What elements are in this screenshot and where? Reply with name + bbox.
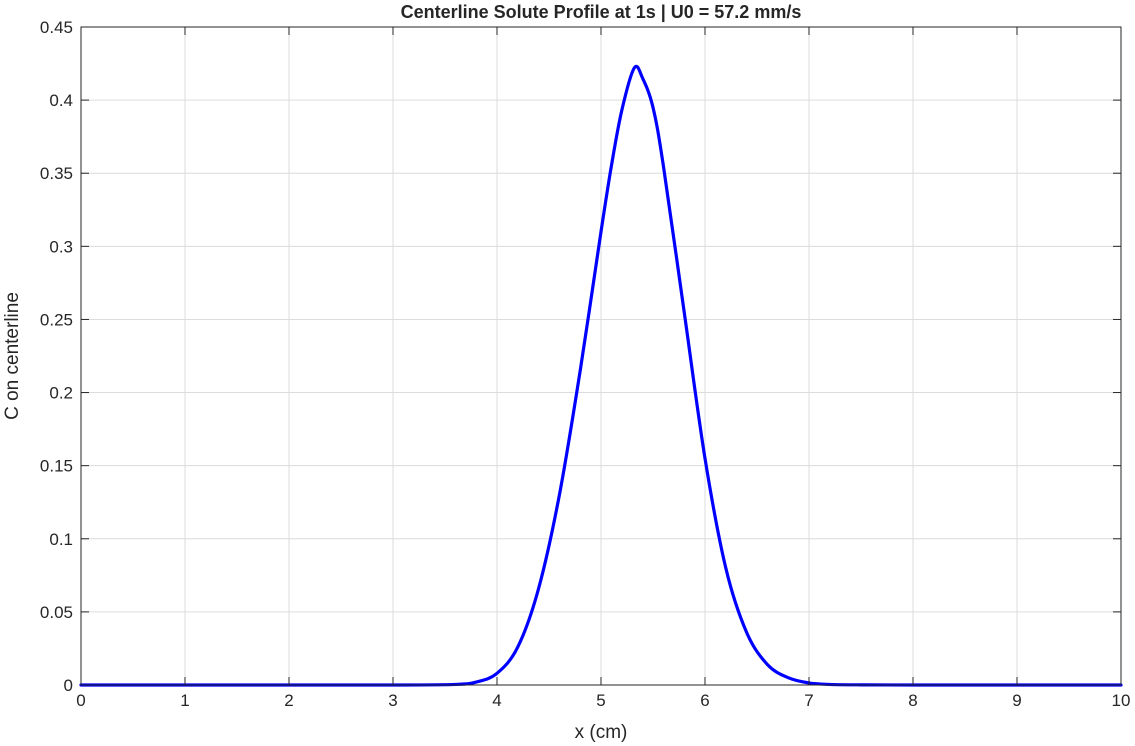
y-tick-label: 0.1 — [49, 530, 73, 549]
tick-labels: 0 1 2 3 4 5 6 7 8 9 10 0 0.05 0.1 0.15 0.2 0.25 0.3 0.35 0.… — [40, 18, 1131, 710]
x-tick-label: 0 — [76, 691, 85, 710]
x-tick-label: 9 — [1012, 691, 1021, 710]
y-tick-label: 0.3 — [49, 237, 73, 256]
x-tick-label: 6 — [700, 691, 709, 710]
x-tick-label: 8 — [908, 691, 917, 710]
y-tick-label: 0.45 — [40, 18, 73, 37]
x-tick-label: 10 — [1112, 691, 1131, 710]
x-tick-label: 1 — [180, 691, 189, 710]
y-tick-label: 0.05 — [40, 603, 73, 622]
axes-frame — [80, 26, 1122, 686]
y-tick-label: 0.25 — [40, 310, 73, 329]
x-tick-label: 7 — [804, 691, 813, 710]
chart-title: Centerline Solute Profile at 1s | U0 = 5… — [401, 2, 802, 22]
grid-lines — [81, 27, 1121, 685]
x-tick-label: 2 — [284, 691, 293, 710]
y-tick-label: 0.35 — [40, 164, 73, 183]
y-axis-title: C on centerline — [2, 292, 23, 420]
x-tick-label: 5 — [596, 691, 605, 710]
x-tick-label: 3 — [388, 691, 397, 710]
x-tick-label: 4 — [492, 691, 501, 710]
x-axis-title: x (cm) — [575, 722, 628, 743]
y-tick-label: 0.2 — [49, 384, 73, 403]
y-tick-label: 0 — [64, 676, 73, 695]
y-tick-label: 0.15 — [40, 457, 73, 476]
y-tick-label: 0.4 — [49, 91, 73, 110]
